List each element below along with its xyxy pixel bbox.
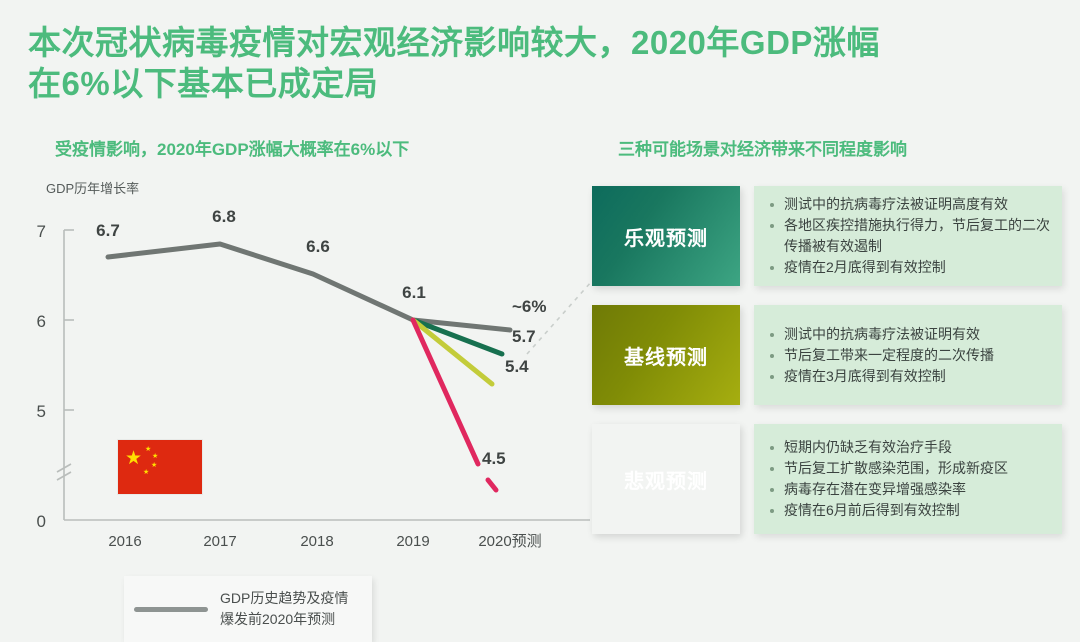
data-label-2017: 6.8 xyxy=(212,207,236,226)
series-line-optimistic xyxy=(410,317,505,357)
scenario-bullets-optimistic: 测试中的抗病毒疗法被证明高度有效 各地区疾控措施执行得力，节后复工的二次传播被有… xyxy=(768,194,1050,278)
scenario-label-optimistic: 乐观预测 xyxy=(592,186,740,286)
subtitle-right: 三种可能场景对经济带来不同程度影响 xyxy=(618,140,907,159)
scenario-label-baseline: 基线预测 xyxy=(592,305,740,405)
scenario-body-optimistic: 测试中的抗病毒疗法被证明高度有效 各地区疾控措施执行得力，节后复工的二次传播被有… xyxy=(754,186,1062,286)
data-label-baseline: 5.4 xyxy=(505,357,529,376)
list-item: 各地区疾控措施执行得力，节后复工的二次传播被有效遏制 xyxy=(768,215,1050,257)
legend-label-line-1: GDP历史趋势及疫情 xyxy=(220,590,349,606)
data-label-2019: 6.1 xyxy=(402,283,426,302)
data-label-historic-2020: ~6% xyxy=(512,297,547,316)
data-label-pessimistic: 4.5 xyxy=(482,449,506,468)
chart-svg: 7 6 5 0 2016 2017 2018 2019 2020预测 6.7 6… xyxy=(37,207,600,550)
list-item: 疫情在3月底得到有效控制 xyxy=(768,366,1050,387)
y-tick-label-0: 0 xyxy=(37,512,46,531)
x-tick-label-2020: 2020预测 xyxy=(478,533,541,550)
legend-swatch-historic xyxy=(134,606,208,612)
list-item: 节后复工扩散感染范围，形成新疫区 xyxy=(768,458,1050,479)
list-item: 疫情在2月底得到有效控制 xyxy=(768,257,1050,278)
x-tick-label-2017: 2017 xyxy=(203,533,236,550)
slide-root: 本次冠状病毒疫情对宏观经济影响较大，2020年GDP涨幅 在6%以下基本已成定局… xyxy=(0,22,1062,642)
scenario-card-pessimistic[interactable]: 悲观预测 短期内仍缺乏有效治疗手段 节后复工扩散感染范围，形成新疫区 病毒存在潜… xyxy=(592,424,1062,534)
scenario-bullets-baseline: 测试中的抗病毒疗法被证明有效 节后复工带来一定程度的二次传播 疫情在3月底得到有… xyxy=(768,324,1050,387)
axis-break-mark-2 xyxy=(56,471,72,481)
callout-connector-dashed-line xyxy=(526,271,600,355)
page-title-line-1: 本次冠状病毒疫情对宏观经济影响较大，2020年GDP涨幅 xyxy=(28,24,880,61)
flag-star-small-1: ★ xyxy=(145,446,152,453)
flag-star-small-4: ★ xyxy=(143,469,150,476)
list-item: 疫情在6月前后得到有效控制 xyxy=(768,500,1050,521)
subtitle-left: 受疫情影响，2020年GDP涨幅大概率在6%以下 xyxy=(55,140,410,159)
flag-star-small-3: ★ xyxy=(151,462,158,469)
data-label-2018: 6.6 xyxy=(306,237,330,256)
series-line-pessimistic xyxy=(410,317,481,467)
scenario-card-optimistic[interactable]: 乐观预测 测试中的抗病毒疗法被证明高度有效 各地区疾控措施执行得力，节后复工的二… xyxy=(592,186,1062,286)
flag-star-small-2: ★ xyxy=(152,453,159,460)
series-line-pessimistic-tail xyxy=(485,477,499,493)
page-title-line-2: 在6%以下基本已成定局 xyxy=(28,65,379,102)
series-line-baseline xyxy=(410,317,495,387)
y-tick-label-5: 5 xyxy=(37,402,46,421)
chart-legend: GDP历史趋势及疫情 爆发前2020年预测 xyxy=(124,576,372,642)
data-label-optimistic: 5.7 xyxy=(512,327,536,346)
x-tick-label-2019: 2019 xyxy=(396,533,429,550)
series-line-historic xyxy=(108,244,510,330)
scenario-body-baseline: 测试中的抗病毒疗法被证明有效 节后复工带来一定程度的二次传播 疫情在3月底得到有… xyxy=(754,305,1062,405)
x-tick-label-2016: 2016 xyxy=(108,533,141,550)
list-item: 短期内仍缺乏有效治疗手段 xyxy=(768,437,1050,458)
scenario-card-list: 乐观预测 测试中的抗病毒疗法被证明高度有效 各地区疾控措施执行得力，节后复工的二… xyxy=(592,186,1062,553)
y-tick-label-7: 7 xyxy=(37,222,46,241)
legend-label-historic: GDP历史趋势及疫情 爆发前2020年预测 xyxy=(220,588,348,630)
y-tick-label-6: 6 xyxy=(37,312,46,331)
gdp-growth-chart: GDP历年增长率 7 6 5 0 2016 2017 2018 2019 202… xyxy=(0,172,600,642)
scenario-card-baseline[interactable]: 基线预测 测试中的抗病毒疗法被证明有效 节后复工带来一定程度的二次传播 疫情在3… xyxy=(592,305,1062,405)
page-title: 本次冠状病毒疫情对宏观经济影响较大，2020年GDP涨幅 在6%以下基本已成定局 xyxy=(28,22,1048,104)
list-item: 病毒存在潜在变异增强感染率 xyxy=(768,479,1050,500)
chart-axis-title: GDP历年增长率 xyxy=(46,181,140,196)
list-item: 测试中的抗病毒疗法被证明有效 xyxy=(768,324,1050,345)
scenario-bullets-pessimistic: 短期内仍缺乏有效治疗手段 节后复工扩散感染范围，形成新疫区 病毒存在潜在变异增强… xyxy=(768,437,1050,521)
x-tick-label-2018: 2018 xyxy=(300,533,333,550)
scenario-body-pessimistic: 短期内仍缺乏有效治疗手段 节后复工扩散感染范围，形成新疫区 病毒存在潜在变异增强… xyxy=(754,424,1062,534)
axis-break-mark-1 xyxy=(56,463,72,473)
china-flag-icon: ★ ★ ★ ★ ★ xyxy=(118,440,202,494)
list-item: 测试中的抗病毒疗法被证明高度有效 xyxy=(768,194,1050,215)
flag-star-large: ★ xyxy=(125,448,143,469)
data-label-2016: 6.7 xyxy=(96,221,120,240)
scenario-label-pessimistic: 悲观预测 xyxy=(592,424,740,534)
list-item: 节后复工带来一定程度的二次传播 xyxy=(768,345,1050,366)
legend-label-line-2: 爆发前2020年预测 xyxy=(220,611,336,627)
series-line-historic-draw xyxy=(105,241,513,333)
